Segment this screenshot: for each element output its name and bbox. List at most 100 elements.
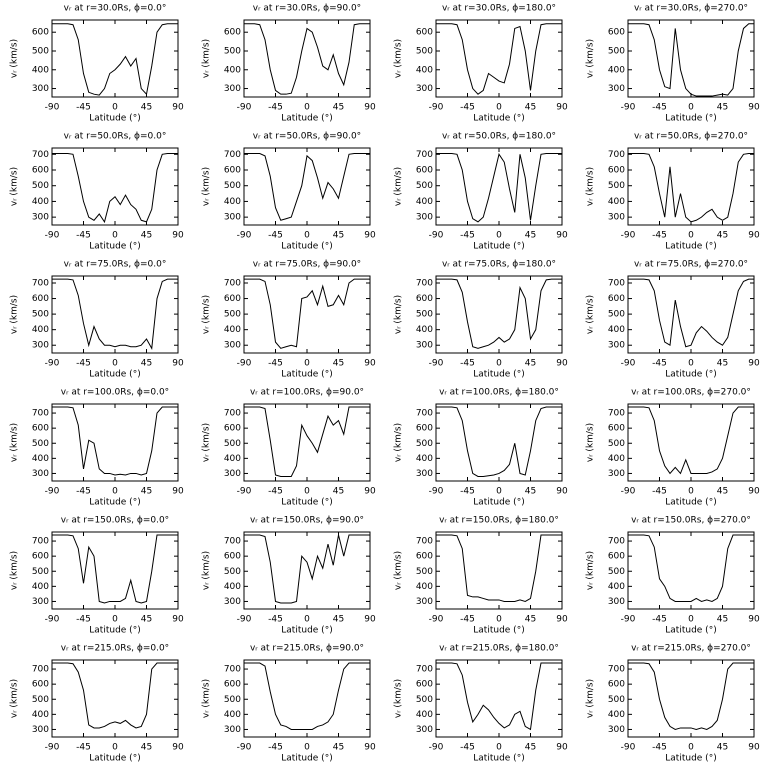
y-tick-label: 500 [416,46,433,56]
y-tick-label: 500 [608,181,625,191]
x-tick-label: 0 [688,487,694,497]
x-tick-label: -90 [237,231,252,241]
x-tick-label: 45 [525,615,536,625]
y-tick-label: 300 [32,84,49,94]
y-tick-label: 700 [32,665,49,675]
y-tick-label: 700 [416,665,433,675]
y-tick-label: 500 [224,46,241,56]
data-line [628,23,754,97]
y-tick-label: 400 [224,197,241,207]
x-tick-label: 45 [717,103,728,113]
y-axis-label: vᵣ (km/s) [202,423,212,462]
x-tick-label: 45 [333,487,344,497]
y-tick-label: 500 [32,181,49,191]
x-tick-label: 90 [748,231,760,241]
y-tick-label: 400 [416,454,433,464]
x-tick-label: 45 [141,743,152,753]
plot-frame [435,147,563,226]
y-tick-label: 700 [32,537,49,547]
x-tick-label: -90 [45,231,60,241]
y-tick-label: 300 [416,84,433,94]
x-tick-label: 90 [172,359,184,369]
x-axis-label: Latitude (°) [89,754,140,764]
y-axis-label: vᵣ (km/s) [586,679,596,718]
y-tick-label: 600 [416,166,433,176]
x-tick-label: 45 [525,487,536,497]
y-axis-label: vᵣ (km/s) [202,167,212,206]
x-tick-label: 90 [748,359,760,369]
y-tick-label: 500 [224,567,241,577]
x-tick-label: -90 [621,231,636,241]
plot-frame [51,19,179,98]
x-axis-label: Latitude (°) [89,114,140,124]
x-tick-label: -45 [268,231,283,241]
y-axis-label: vᵣ (km/s) [10,679,20,718]
panel-title: vᵣ at r=30.0Rs, ϕ=180.0° [442,4,556,14]
plot-frame [243,19,371,98]
x-tick-label: 0 [496,487,502,497]
plot-frame [51,403,179,482]
x-tick-label: 45 [525,743,536,753]
x-tick-label: -90 [621,103,636,113]
x-tick-label: 0 [112,103,118,113]
y-tick-label: 600 [416,680,433,690]
panel-title: vᵣ at r=150.0Rs, ϕ=270.0° [631,516,751,526]
y-tick-label: 400 [608,710,625,720]
y-tick-label: 700 [608,665,625,675]
y-tick-label: 300 [608,725,625,735]
x-tick-label: -45 [268,103,283,113]
x-tick-label: -90 [429,743,444,753]
panel-title: vᵣ at r=75.0Rs, ϕ=180.0° [442,260,556,270]
x-tick-label: 0 [112,615,118,625]
plot-frame [435,531,563,610]
y-tick-label: 400 [416,582,433,592]
y-tick-label: 600 [608,680,625,690]
x-tick-label: -90 [429,359,444,369]
y-tick-label: 600 [608,552,625,562]
x-axis-label: Latitude (°) [281,114,332,124]
y-axis-label: vᵣ (km/s) [202,39,212,78]
plot-frame [627,275,755,354]
x-tick-label: 0 [688,103,694,113]
y-tick-label: 600 [608,166,625,176]
plot-frame [627,19,755,98]
y-tick-label: 700 [416,150,433,160]
x-tick-label: 0 [304,359,310,369]
y-tick-label: 600 [32,552,49,562]
y-tick-label: 400 [32,65,49,75]
y-tick-label: 700 [224,537,241,547]
y-tick-label: 400 [416,197,433,207]
y-axis-label: vᵣ (km/s) [394,167,404,206]
y-tick-label: 600 [608,294,625,304]
plot-frame [243,531,371,610]
panel-title: vᵣ at r=30.0Rs, ϕ=270.0° [634,4,748,14]
y-axis-label: vᵣ (km/s) [586,551,596,590]
panel-title: vᵣ at r=75.0Rs, ϕ=270.0° [634,260,748,270]
y-axis-label: vᵣ (km/s) [394,423,404,462]
y-tick-label: 300 [32,725,49,735]
x-tick-label: 0 [688,615,694,625]
x-tick-label: 90 [748,615,760,625]
x-axis-label: Latitude (°) [665,242,716,252]
x-tick-label: 90 [748,487,760,497]
data-line [52,534,178,604]
x-tick-label: 45 [333,615,344,625]
x-axis-label: Latitude (°) [89,498,140,508]
data-line [244,406,370,477]
x-tick-label: 90 [556,487,568,497]
x-axis-label: Latitude (°) [281,498,332,508]
x-tick-label: 90 [172,615,184,625]
panel-title: vᵣ at r=75.0Rs, ϕ=90.0° [253,260,361,270]
x-tick-label: -45 [76,615,91,625]
x-tick-label: 0 [304,231,310,241]
data-line [628,278,754,348]
y-tick-label: 500 [32,439,49,449]
x-tick-label: -90 [45,615,60,625]
y-tick-label: 500 [416,181,433,191]
y-tick-label: 500 [608,695,625,705]
y-tick-label: 500 [416,439,433,449]
data-line [436,153,562,223]
x-tick-label: 0 [304,487,310,497]
y-tick-label: 300 [224,725,241,735]
x-tick-label: 90 [364,359,376,369]
